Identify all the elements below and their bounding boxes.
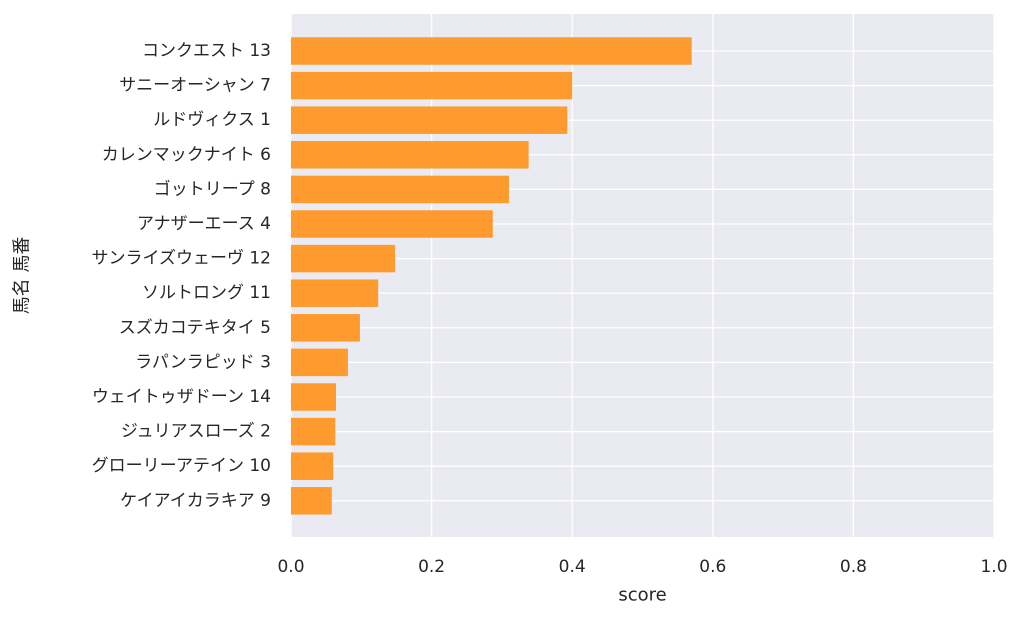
- bar: [291, 175, 509, 204]
- bar: [291, 314, 360, 342]
- plot-area: [291, 14, 994, 537]
- y-axis-label: 馬名 馬番: [12, 237, 33, 315]
- y-tick-label: ウェイトゥザドーン 14: [92, 387, 271, 407]
- y-tick-label: アナザーエース 4: [137, 214, 271, 234]
- bar: [291, 141, 529, 169]
- bar: [291, 383, 336, 411]
- bar: [291, 417, 336, 446]
- y-tick-label: スズカコテキタイ 5: [119, 318, 271, 338]
- y-tick-label: カレンマックナイト 6: [102, 145, 271, 165]
- x-tick-label: 0.8: [840, 557, 867, 577]
- bar: [291, 487, 332, 515]
- x-tick-label: 0.0: [277, 557, 304, 577]
- y-tick-label: ラパンラピッド 3: [135, 352, 271, 372]
- bar: [291, 210, 493, 238]
- x-tick-label: 0.4: [559, 557, 586, 577]
- x-tick-labels: 0.0 0.2 0.4 0.6 0.8 1.0: [277, 557, 1007, 577]
- bar: [291, 279, 379, 307]
- bar: [291, 348, 348, 377]
- y-tick-label: グローリーアテイン 10: [92, 456, 271, 476]
- bar: [291, 71, 573, 100]
- x-tick-label: 0.2: [418, 557, 445, 577]
- y-tick-label: コンクエスト 13: [142, 41, 271, 61]
- y-tick-label: ソルトロング 11: [142, 283, 271, 303]
- bars: [291, 37, 692, 515]
- y-tick-labels: コンクエスト 13 サニーオーシャン 7 ルドヴィクス 1 カレンマックナイト 6 ゴッ…: [91, 41, 271, 511]
- bar: [291, 452, 334, 480]
- y-tick-label: ジュリアスローズ 2: [121, 422, 271, 442]
- bar: [291, 106, 568, 134]
- y-tick-label: ルドヴィクス 1: [153, 110, 271, 130]
- x-tick-label: 1.0: [980, 557, 1007, 577]
- x-tick-label: 0.6: [699, 557, 726, 577]
- bar: [291, 244, 396, 273]
- x-axis-label: score: [618, 585, 666, 606]
- y-tick-label: サニーオーシャン 7: [119, 76, 271, 96]
- bar: [291, 37, 692, 65]
- y-tick-label: ゴットリープ 8: [154, 178, 271, 199]
- y-tick-label: ケイアイカラキア 9: [120, 491, 271, 511]
- y-tick-label: サンライズウェーヴ 12: [91, 249, 271, 269]
